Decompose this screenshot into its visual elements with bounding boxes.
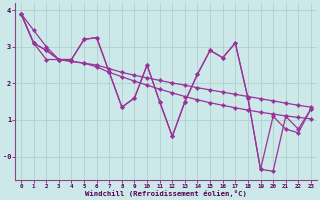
X-axis label: Windchill (Refroidissement éolien,°C): Windchill (Refroidissement éolien,°C)	[85, 190, 247, 197]
